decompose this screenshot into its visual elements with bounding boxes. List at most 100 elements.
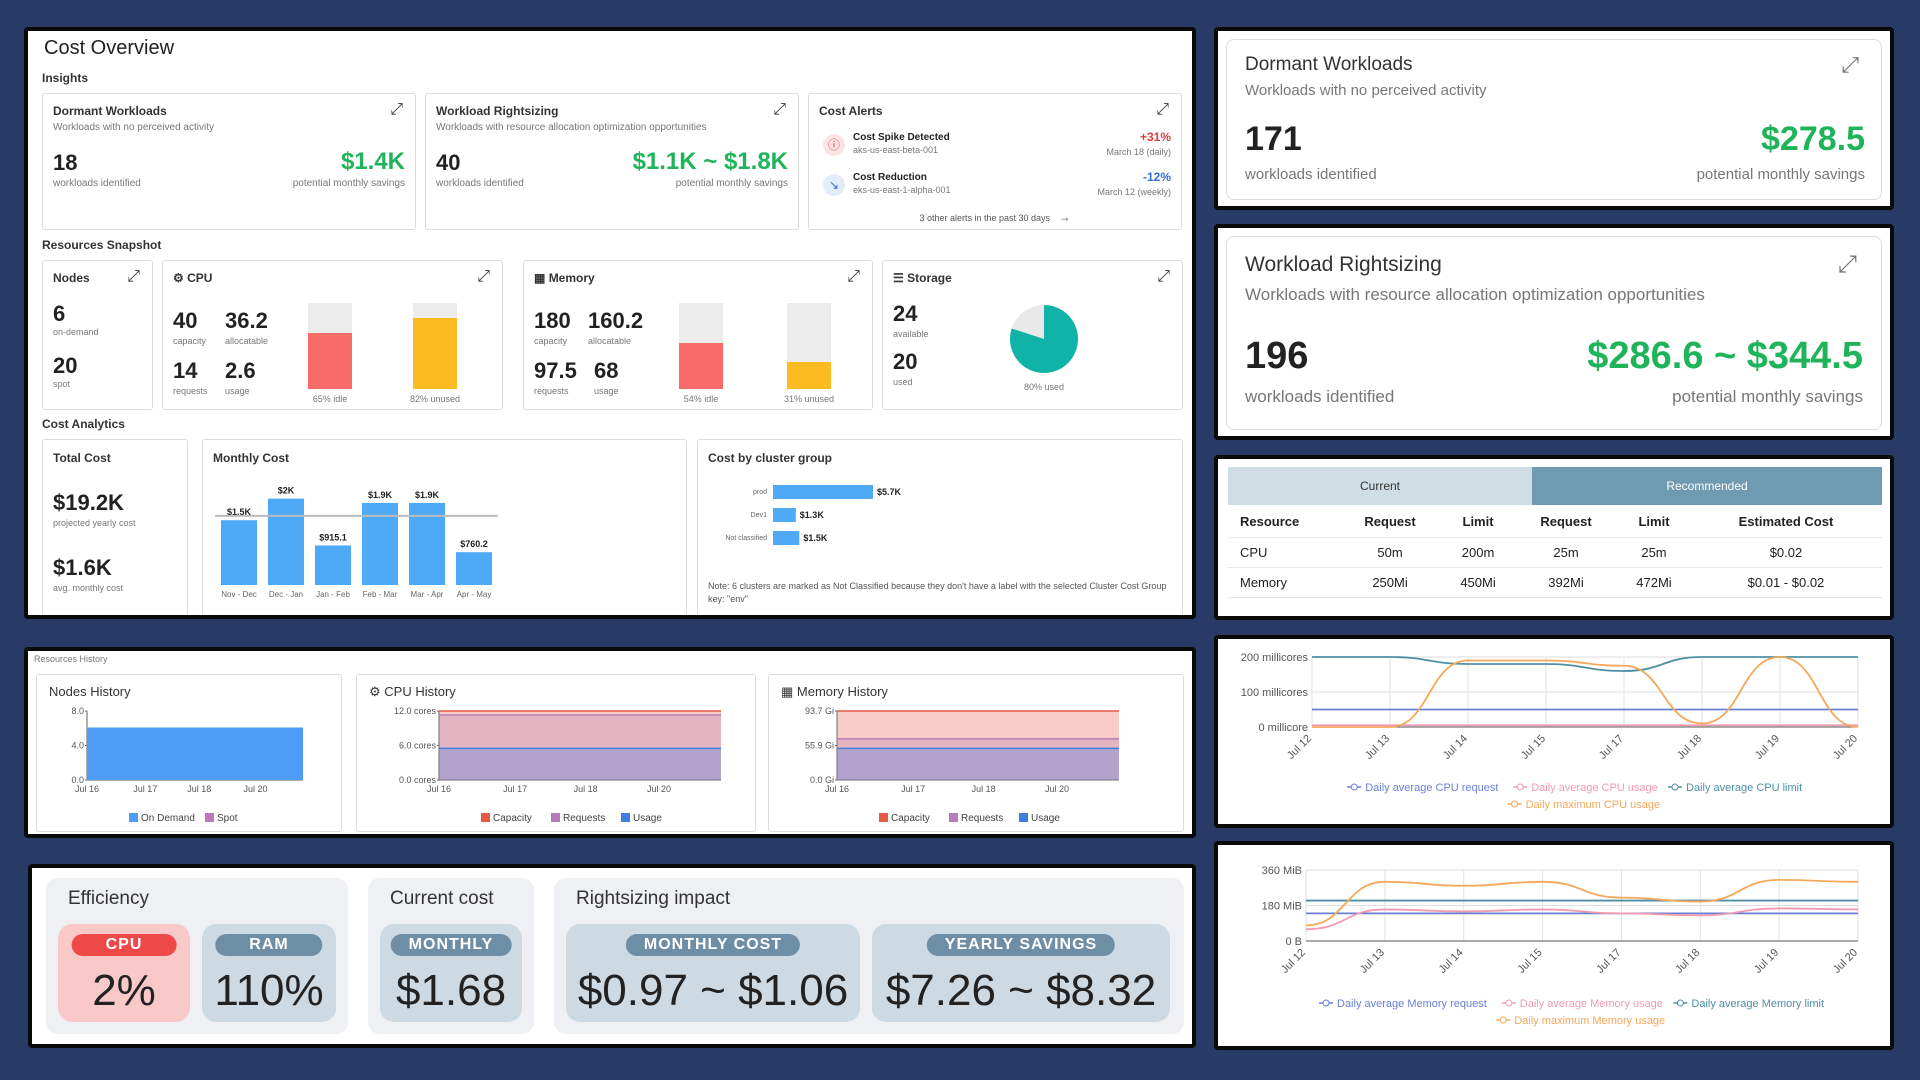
workload-rightsizing-card[interactable]: Workload Rightsizing Workloads with reso… (425, 93, 799, 230)
x-tick-label: Apr - May (457, 590, 492, 599)
x-tick-label: Jul 17 (133, 784, 157, 794)
y-tick-label: 93.7 Gi (805, 706, 834, 716)
nodes-card[interactable]: Nodes ⤢ 6 on-demand 20 spot (42, 260, 153, 410)
cost-alerts-card[interactable]: Cost Alerts ⤢ ⓘ Cost Spike Detected aks-… (808, 93, 1182, 230)
legend-label: Daily average CPU limit (1686, 782, 1802, 794)
dormant-workloads-card[interactable]: Dormant Workloads Workloads with no perc… (42, 93, 416, 230)
usage-label: usage (594, 386, 619, 396)
card-subtitle: Workloads with no perceived activity (53, 122, 214, 133)
category-label: Dev1 (751, 512, 767, 519)
expand-icon[interactable]: ⤢ (1841, 54, 1859, 76)
legend-label: Daily maximum CPU usage (1526, 799, 1660, 811)
card-title: ☰ Storage (893, 271, 952, 285)
workload-rightsizing-detail-card[interactable]: Workload Rightsizing Workloads with reso… (1226, 236, 1882, 430)
legend-marker (1500, 1017, 1506, 1023)
cpu-card[interactable]: ⚙ CPU ⤢ 40 capacity 36.2 allocatable 14 … (162, 260, 503, 410)
alert-cluster: eks-us-east-1-alpha-001 (853, 185, 951, 195)
analytics-label: Cost Analytics (42, 417, 125, 431)
resources-history-panel: Resources History Nodes History 8.0 4.0 0.… (24, 647, 1196, 838)
alert-title: Cost Spike Detected (853, 132, 950, 143)
card-title: Dormant Workloads (1245, 54, 1413, 76)
allocatable-value: 160.2 (588, 308, 643, 334)
capacity-label: capacity (534, 336, 567, 346)
expand-icon[interactable]: ⤢ (847, 269, 860, 285)
idle-bar-track (679, 303, 723, 389)
expand-icon[interactable]: ⤢ (127, 269, 140, 285)
cpu-usage-line-chart: 200 millicores100 millicores0 millicoreJ… (1218, 639, 1890, 824)
y-tick-label: 0 B (1285, 936, 1302, 948)
column-header: Resource (1228, 507, 1338, 537)
expand-icon[interactable]: ⤢ (1157, 269, 1170, 285)
memory-card[interactable]: ▦ Memory ⤢ 180 capacity 160.2 allocatabl… (523, 260, 873, 410)
spot-label: spot (53, 379, 70, 389)
available-value: 24 (893, 301, 917, 327)
series-area (837, 748, 1119, 780)
card-subtitle: Workloads with resource allocation optim… (436, 122, 707, 133)
table-cell: 392Mi (1514, 567, 1618, 597)
alert-change: +31% (1140, 130, 1171, 144)
efficiency-group: Efficiency CPU 2% RAM 110% (46, 878, 348, 1034)
x-tick-label: Jul 17 (901, 784, 925, 794)
x-tick-label: Jul 20 (243, 784, 267, 794)
category-label: Not classified (725, 535, 767, 542)
x-tick-label: Jul 18 (187, 784, 211, 794)
alert-item[interactable]: ⓘ Cost Spike Detected aks-us-east-beta-0… (819, 130, 1173, 166)
arrow-right-icon: → (1059, 210, 1071, 224)
bar-value-label: $915.1 (319, 532, 347, 542)
unused-bar-track (413, 303, 457, 389)
alert-item[interactable]: ↘ Cost Reduction eks-us-east-1-alpha-001… (819, 170, 1173, 206)
x-tick-label: Mar - Apr (411, 590, 444, 599)
expand-icon[interactable]: ⤢ (1156, 102, 1169, 118)
x-tick-label: Jul 14 (1437, 947, 1466, 976)
storage-card[interactable]: ☰ Storage ⤢ 24 available 20 used 80% use… (882, 260, 1183, 410)
dormant-workloads-detail-card[interactable]: Dormant Workloads Workloads with no perc… (1226, 39, 1882, 200)
recommendation-table-panel: Current Recommended Resource Request Lim… (1214, 455, 1894, 620)
bar (773, 485, 873, 499)
tab-recommended[interactable]: Recommended (1532, 467, 1882, 505)
bar (773, 508, 796, 522)
cpu-tag: CPU (72, 934, 177, 956)
x-tick-label: Jul 18 (972, 784, 996, 794)
legend-marker (1323, 1000, 1329, 1006)
table-header-row: Resource Request Limit Request Limit Est… (1228, 507, 1882, 537)
monthly-cost-value: $1.6K (53, 555, 112, 581)
cpu-usage-chart-panel: 200 millicores 100 millicores 0 millicore J… (1214, 635, 1894, 828)
monthly-cost-label: avg. monthly cost (53, 583, 123, 593)
cluster-note: Note: 6 clusters are marked as Not Class… (708, 580, 1176, 606)
table-cell: 50m (1338, 537, 1442, 567)
column-header: Limit (1618, 507, 1690, 537)
x-tick-label: Jul 13 (1358, 947, 1387, 976)
x-tick-label: Jul 15 (1515, 947, 1544, 976)
expand-icon[interactable]: ⤢ (773, 102, 786, 118)
cost-overview-panel: Cost Overview Insights Dormant Workloads… (24, 27, 1196, 619)
bar-value-label: $760.2 (460, 539, 488, 549)
expand-icon[interactable]: ⤢ (477, 269, 490, 285)
legend-label: Usage (1031, 813, 1060, 824)
tab-current[interactable]: Current (1228, 467, 1532, 505)
savings-label: potential monthly savings (676, 178, 788, 189)
requests-value: 14 (173, 358, 197, 384)
available-label: available (893, 329, 929, 339)
on-demand-label: on-demand (53, 327, 99, 337)
allocatable-label: allocatable (225, 336, 268, 346)
other-alerts-link[interactable]: 3 other alerts in the past 30 days → (809, 210, 1181, 224)
group-title: Efficiency (68, 888, 149, 910)
card-subtitle: Workloads with resource allocation optim… (1245, 285, 1705, 305)
savings-value: $278.5 (1761, 120, 1865, 159)
expand-icon[interactable]: ⤢ (1838, 253, 1857, 277)
card-title: Total Cost (53, 451, 111, 465)
count-label: workloads identified (53, 178, 141, 189)
cpu-efficiency-pill: CPU 2% (58, 924, 190, 1022)
nodes-history-card: Nodes History 8.0 4.0 0.0 Jul 16 Jul 17 Jul 1… (36, 674, 342, 832)
bar (315, 545, 351, 585)
card-title: Nodes History (49, 684, 131, 699)
on-demand-count: 6 (53, 301, 65, 327)
expand-icon[interactable]: ⤢ (390, 102, 403, 118)
requests-value: 97.5 (534, 358, 577, 384)
bar-value-label: $1.3K (800, 510, 825, 520)
card-title: Monthly Cost (213, 451, 289, 465)
y-tick-label: 4.0 (71, 741, 84, 751)
card-title: Cost by cluster group (708, 451, 832, 465)
